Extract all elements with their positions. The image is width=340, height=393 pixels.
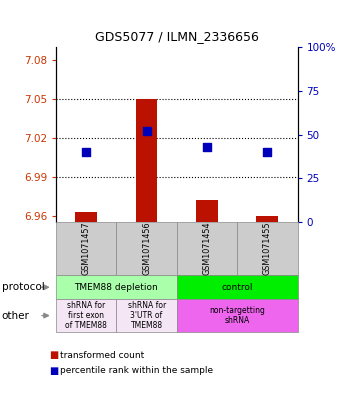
Text: GSM1071457: GSM1071457: [82, 222, 91, 275]
Title: GDS5077 / ILMN_2336656: GDS5077 / ILMN_2336656: [95, 30, 259, 43]
Text: shRNA for
3'UTR of
TMEM88: shRNA for 3'UTR of TMEM88: [128, 301, 166, 331]
Bar: [196, 200, 218, 222]
Text: transformed count: transformed count: [59, 351, 144, 360]
Bar: [75, 212, 97, 222]
Text: non-targetting
shRNA: non-targetting shRNA: [209, 306, 265, 325]
Text: GSM1071456: GSM1071456: [142, 222, 151, 275]
Text: protocol: protocol: [2, 282, 45, 292]
Text: other: other: [2, 310, 30, 321]
Point: [204, 144, 210, 150]
Bar: [256, 216, 278, 222]
Text: GSM1071455: GSM1071455: [263, 222, 272, 275]
Bar: [136, 99, 157, 222]
Point: [265, 149, 270, 155]
Text: ■: ■: [49, 366, 58, 376]
Text: shRNA for
first exon
of TMEM88: shRNA for first exon of TMEM88: [65, 301, 107, 331]
Text: percentile rank within the sample: percentile rank within the sample: [59, 367, 212, 375]
Text: control: control: [221, 283, 253, 292]
Text: TMEM88 depletion: TMEM88 depletion: [74, 283, 158, 292]
Point: [144, 128, 149, 134]
Text: ■: ■: [49, 350, 58, 360]
Point: [84, 149, 89, 155]
Text: GSM1071454: GSM1071454: [203, 222, 211, 275]
